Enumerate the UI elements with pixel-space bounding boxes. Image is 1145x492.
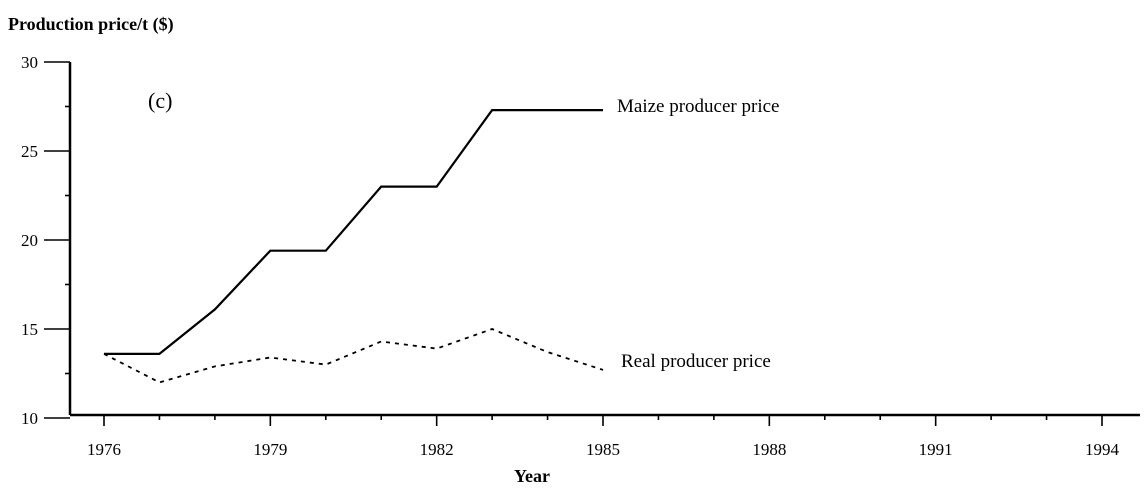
series-label-1: Maize producer price [617, 96, 779, 117]
x-tick-label: 1991 [919, 440, 953, 459]
x-tick-label: 1982 [420, 440, 454, 459]
panel-label: (c) [148, 88, 172, 113]
x-tick-label: 1976 [87, 440, 121, 459]
x-axis-title: Year [514, 466, 550, 486]
y-axis-title: Production price/t ($) [8, 14, 174, 35]
x-tick-label: 1988 [752, 440, 786, 459]
y-tick-label: 25 [21, 142, 38, 161]
series-line-1 [104, 108, 603, 355]
y-tick-label: 30 [21, 53, 38, 72]
y-tick-label: 20 [21, 231, 38, 250]
y-tick-label: 15 [21, 320, 38, 339]
axes: 10 15 20 25 30 1976 1979 1982 1985 1988 1991 1994 [21, 53, 1140, 459]
series-label-2: Real producer price [621, 351, 771, 372]
x-tick-label: 1994 [1085, 440, 1120, 459]
x-tick-label: 1985 [586, 440, 620, 459]
x-tick-label: 1979 [253, 440, 287, 459]
series-line-2 [103, 328, 604, 384]
y-tick-label: 10 [21, 409, 38, 428]
series-layer: Maize producer price Real producer price [103, 96, 779, 384]
